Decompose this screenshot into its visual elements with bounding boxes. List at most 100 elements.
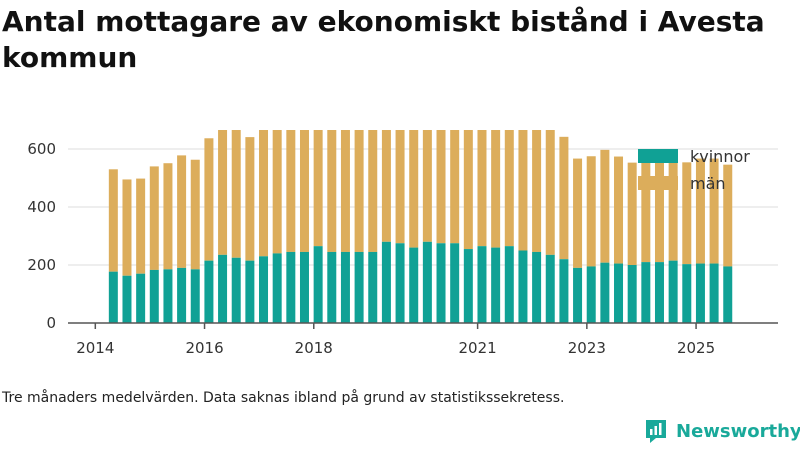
x-axis: 2014 2016 2018 2021 2023 2025	[68, 322, 778, 357]
bar-man	[422, 130, 432, 242]
bar-kvinnor	[149, 269, 159, 323]
bar-kvinnor	[491, 247, 501, 323]
bar-man	[600, 149, 610, 263]
bar-man	[723, 164, 733, 267]
bar-man	[122, 179, 132, 276]
bar-man	[532, 130, 542, 252]
x-tick-label: 2021	[459, 339, 497, 357]
bar-kvinnor	[695, 263, 705, 323]
footnote: Tre månaders medelvärden. Data saknas ib…	[2, 390, 565, 406]
bar-kvinnor	[204, 260, 214, 323]
bar-man	[477, 130, 487, 247]
bar-kvinnor	[259, 256, 269, 323]
bar-man	[340, 130, 350, 252]
x-tick-label: 2025	[677, 339, 715, 357]
bar-man	[286, 130, 296, 252]
bar-kvinnor	[340, 251, 350, 323]
bar-kvinnor	[463, 249, 473, 323]
bar-kvinnor	[682, 264, 692, 323]
x-tick-label: 2016	[185, 339, 223, 357]
bar-kvinnor	[709, 263, 719, 323]
bar-man	[245, 137, 255, 261]
bar-kvinnor	[395, 243, 405, 323]
bar-kvinnor	[299, 251, 309, 323]
bar-man	[177, 155, 187, 268]
bar-man	[409, 130, 419, 248]
bar-kvinnor	[422, 241, 432, 323]
bar-man	[491, 130, 501, 248]
bar-man	[668, 151, 678, 261]
bar-man	[381, 130, 391, 242]
legend-swatch-kvinnor	[638, 149, 678, 163]
bar-man	[395, 130, 405, 244]
y-tick-label: 200	[27, 256, 56, 274]
brand-name: Newsworthy	[676, 420, 800, 442]
bar-man	[163, 163, 173, 270]
bar-chart: 0 200 400 600 2014 2016 2018 2021 2023 2025 kvin…	[27, 130, 778, 357]
bar-kvinnor	[723, 266, 733, 323]
bar-man	[231, 130, 241, 258]
bar-kvinnor	[559, 259, 569, 323]
legend: kvinnor män	[638, 147, 750, 193]
legend-label-man: män	[690, 174, 726, 193]
legend-label-kvinnor: kvinnor	[690, 147, 750, 166]
bar-man	[682, 162, 692, 265]
bar-man	[368, 130, 378, 252]
bar-kvinnor	[231, 257, 241, 323]
x-tick-label: 2014	[76, 339, 114, 357]
bar-man	[218, 130, 228, 255]
bar-kvinnor	[272, 253, 282, 323]
bar-man	[436, 130, 446, 244]
bar-man	[545, 130, 555, 255]
bar-kvinnor	[641, 262, 651, 323]
legend-swatch-man	[638, 176, 678, 190]
bar-man	[136, 178, 146, 274]
bar-kvinnor	[368, 251, 378, 323]
bar-kvinnor	[518, 250, 528, 323]
bar-man	[313, 130, 323, 247]
bar-man	[709, 158, 719, 264]
bar-man	[573, 158, 583, 268]
bar-kvinnor	[190, 269, 200, 323]
bar-man	[518, 130, 528, 251]
bar-man	[695, 158, 705, 264]
bar-kvinnor	[654, 262, 664, 323]
y-axis: 0 200 400 600	[27, 140, 56, 332]
bar-man	[259, 130, 269, 257]
bar-kvinnor	[163, 269, 173, 323]
bar-kvinnor	[586, 266, 596, 323]
bar-man	[559, 136, 569, 260]
bar-kvinnor	[573, 267, 583, 323]
y-tick-label: 600	[27, 140, 56, 158]
bar-kvinnor	[409, 247, 419, 323]
bar-kvinnor	[286, 251, 296, 323]
bar-kvinnor	[545, 254, 555, 323]
bar-kvinnor	[313, 246, 323, 323]
bar-man	[190, 159, 200, 270]
chart-title: Antal mottagare av ekonomiskt bistånd i …	[2, 5, 765, 74]
x-tick-label: 2023	[568, 339, 606, 357]
bar-kvinnor	[177, 267, 187, 323]
bars	[108, 130, 733, 323]
bar-kvinnor	[218, 254, 228, 323]
bar-man	[204, 138, 214, 261]
y-tick-label: 0	[46, 314, 56, 332]
bar-kvinnor	[108, 271, 118, 323]
bar-man	[108, 169, 118, 272]
bar-kvinnor	[136, 273, 146, 323]
bar-man	[149, 166, 159, 270]
bar-kvinnor	[122, 275, 132, 323]
bar-kvinnor	[668, 260, 678, 323]
bar-kvinnor	[436, 243, 446, 323]
bar-kvinnor	[600, 262, 610, 323]
bar-man	[504, 130, 514, 247]
bar-kvinnor	[354, 251, 364, 323]
bar-man	[627, 162, 637, 265]
bar-man	[654, 154, 664, 263]
bar-kvinnor	[327, 251, 337, 323]
bar-man	[450, 130, 460, 244]
bar-man	[463, 130, 473, 250]
y-tick-label: 400	[27, 198, 56, 216]
x-tick-label: 2018	[295, 339, 333, 357]
bar-kvinnor	[450, 243, 460, 323]
